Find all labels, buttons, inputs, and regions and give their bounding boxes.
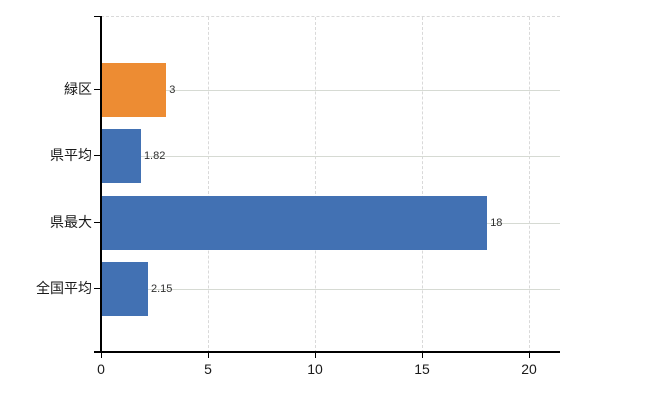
plot-area: 3 1.82 18 2.15: [101, 16, 560, 353]
horizontal-gridline: [101, 89, 560, 91]
y-axis-tick: [94, 88, 101, 90]
vertical-gridline: [422, 17, 423, 353]
x-axis-tick: [315, 352, 316, 358]
x-axis-tick-label: 0: [97, 361, 105, 377]
x-axis-tick: [101, 352, 102, 358]
category-label: 県最大: [50, 213, 92, 230]
x-axis-tick-label: 15: [414, 361, 430, 377]
y-axis-tick: [94, 221, 101, 223]
bar-value-label: 2.15: [151, 283, 173, 295]
y-axis-tick: [94, 16, 101, 17]
horizontal-gridline: [101, 156, 560, 157]
bar-value-label: 3: [169, 83, 176, 96]
category-label: 緑区: [64, 80, 92, 97]
x-axis-tick-label: 20: [521, 361, 537, 377]
bar: [102, 195, 488, 250]
vertical-gridline: [529, 17, 530, 353]
x-axis-tick: [422, 352, 423, 358]
y-axis-line: [100, 16, 102, 352]
x-axis-tick: [208, 352, 209, 358]
y-axis-tick: [94, 288, 101, 289]
bar: [102, 62, 167, 117]
vertical-gridline: [208, 17, 209, 353]
y-axis-tick: [94, 155, 101, 156]
x-axis-line: [94, 351, 560, 353]
horizontal-gridline: [101, 289, 560, 290]
bar: [102, 262, 148, 316]
bar-value-label: 1.82: [143, 150, 166, 162]
category-label: 県平均: [50, 147, 92, 163]
bar-value-label: 18: [490, 216, 503, 229]
category-label: 全国平均: [36, 280, 92, 296]
x-axis-tick: [529, 352, 530, 358]
bar: [102, 129, 141, 183]
vertical-gridline: [315, 17, 316, 353]
x-axis-tick-label: 10: [307, 361, 323, 377]
x-axis-tick-label: 5: [204, 361, 212, 377]
